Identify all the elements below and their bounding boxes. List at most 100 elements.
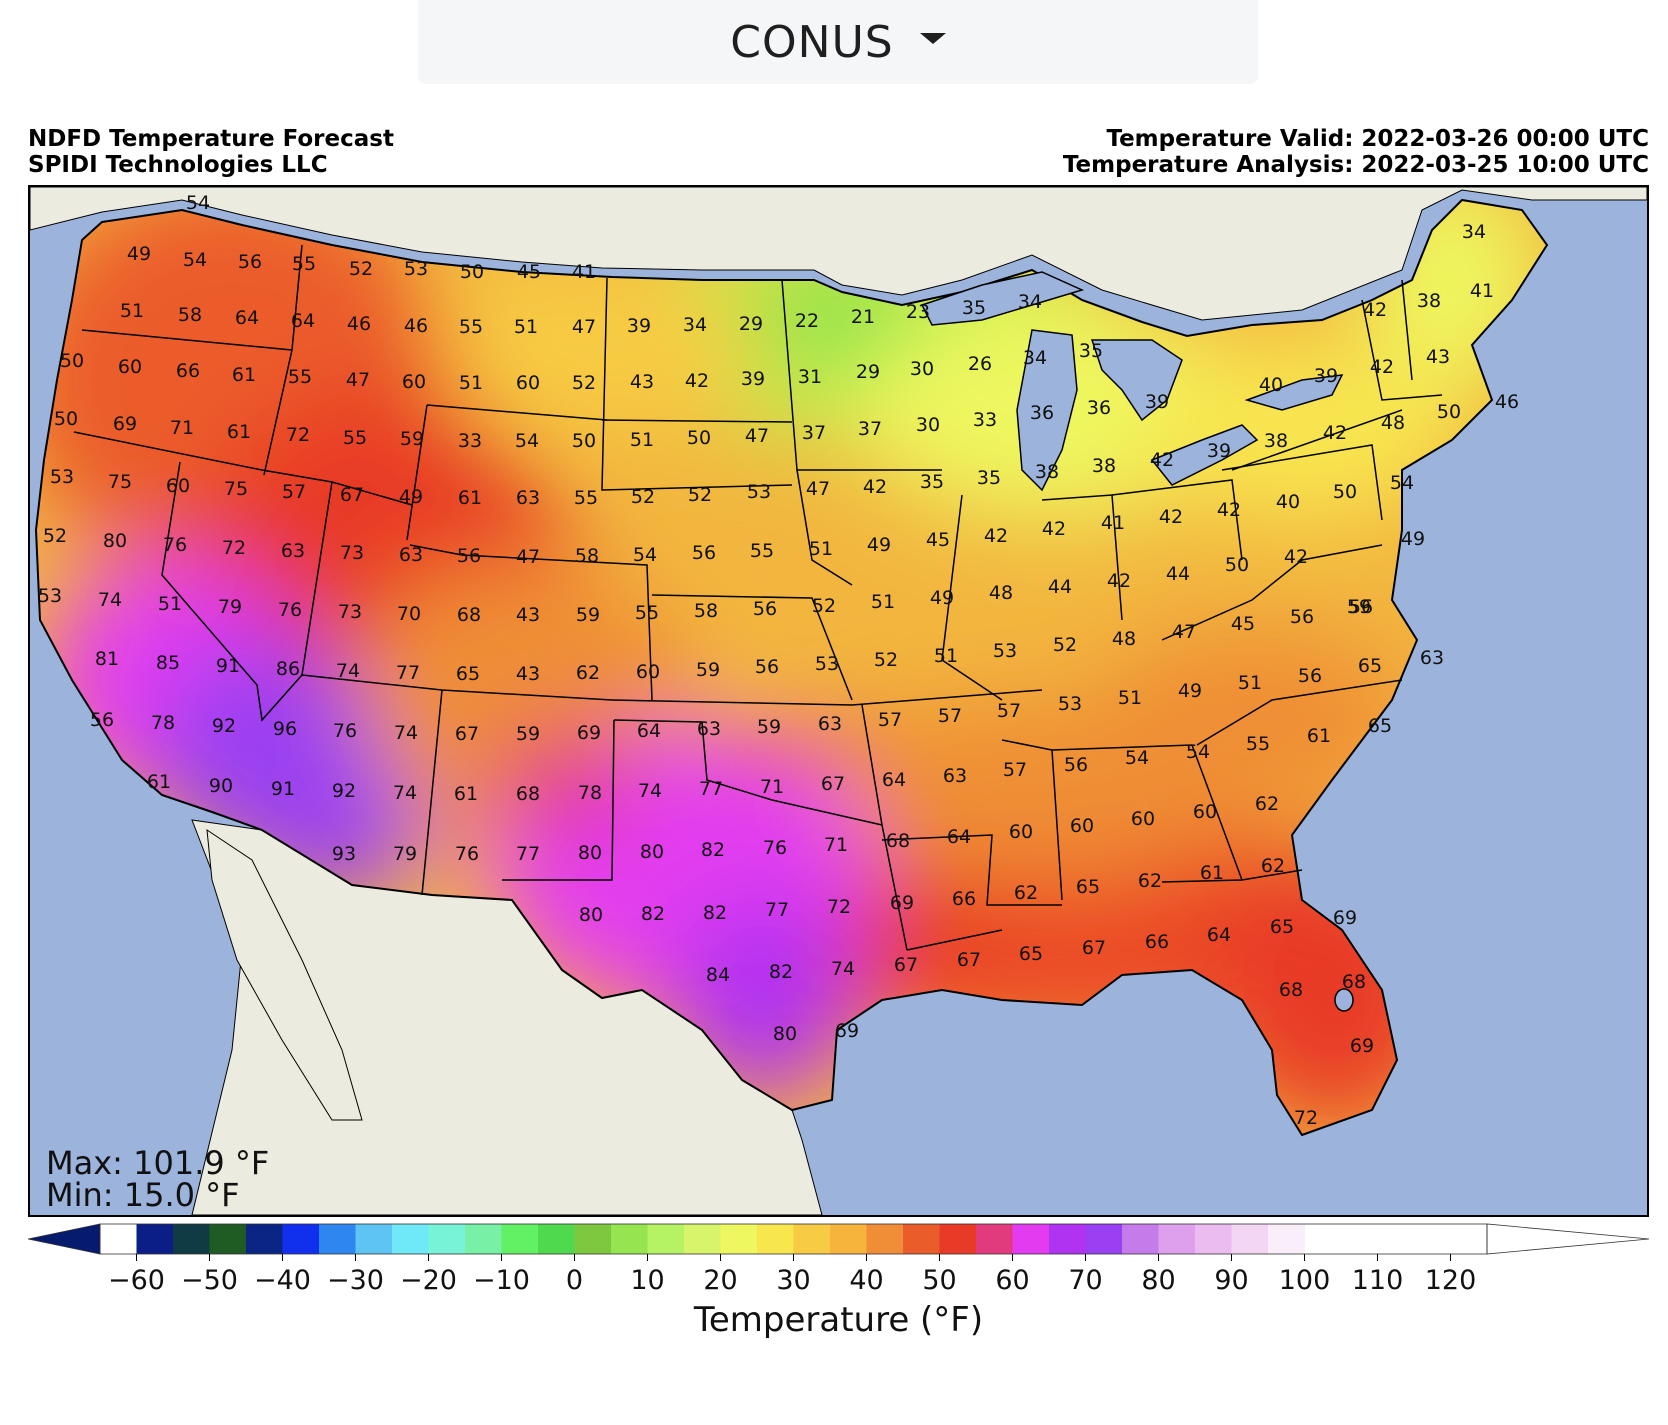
- station-temp-label: 67: [455, 723, 479, 745]
- station-temp-label: 64: [882, 769, 906, 791]
- analysis-time: Temperature Analysis: 2022-03-25 10:00 U…: [1062, 152, 1649, 178]
- station-temp-label: 77: [699, 778, 723, 800]
- station-temp-label: 54: [1186, 741, 1210, 763]
- region-dropdown[interactable]: CONUS: [418, 0, 1258, 84]
- station-temp-label: 40: [1276, 491, 1300, 513]
- station-temp-label: 52: [1053, 634, 1077, 656]
- station-temp-label: 55: [750, 540, 774, 562]
- station-temp-label: 43: [516, 604, 540, 626]
- station-temp-label: 57: [938, 705, 962, 727]
- station-temp-label: 67: [821, 773, 845, 795]
- station-temp-label: 49: [399, 486, 423, 508]
- colorbar-swatch: [1122, 1224, 1159, 1254]
- station-temp-label: 46: [347, 313, 371, 335]
- station-temp-label: 67: [340, 484, 364, 506]
- station-temp-label: 54: [1125, 747, 1149, 769]
- temperature-map[interactable]: 54 49 54 56 55 52 53 50 45 41 51 58 64 64 46 46 55 51 47 39…: [28, 185, 1649, 1217]
- colorbar-tick-label: 50: [922, 1265, 956, 1296]
- map-canvas: 54 49 54 56 55 52 53 50 45 41 51 58 64 64 46 46 55 51 47 39…: [30, 187, 1647, 1215]
- station-temp-label: 49: [1401, 528, 1425, 550]
- station-temp-label: 67: [894, 954, 918, 976]
- station-temp-label: 52: [349, 258, 373, 280]
- station-temp-label: 80: [579, 904, 603, 926]
- station-temp-label: 41: [572, 261, 596, 283]
- station-temp-label: 56: [1290, 606, 1314, 628]
- station-temp-label: 73: [340, 542, 364, 564]
- header-left: NDFD Temperature Forecast SPIDI Technolo…: [28, 126, 394, 178]
- colorbar-swatch: [465, 1224, 502, 1254]
- colorbar-swatch: [1158, 1224, 1196, 1254]
- station-temp-label: 49: [1178, 680, 1202, 702]
- station-temp-label: 63: [818, 713, 842, 735]
- station-temp-label: 38: [1264, 430, 1288, 452]
- station-temp-label: 42: [1042, 518, 1066, 540]
- station-labels: 54 49 54 56 55 52 53 50 45 41 51 58 64 64 46 46 55 51 47 39…: [38, 192, 1519, 1129]
- station-temp-label: 41: [1470, 280, 1494, 302]
- station-temp-label: 64: [637, 720, 661, 742]
- station-temp-label: 75: [224, 478, 248, 500]
- canada-land: [30, 187, 1647, 321]
- baja-peninsula: [206, 828, 363, 1121]
- station-temp-label: 31: [798, 366, 822, 388]
- station-temp-label: 93: [332, 843, 356, 865]
- station-temp-label: 96: [273, 718, 297, 740]
- station-temp-label: 51: [120, 300, 144, 322]
- colorbar-tick-label: −40: [254, 1265, 311, 1296]
- colorbar-swatch: [684, 1224, 721, 1254]
- station-temp-label: 42: [1323, 422, 1347, 444]
- station-temp-label: 74: [394, 722, 418, 744]
- station-temp-label: 72: [1294, 1107, 1318, 1129]
- station-temp-label: 34: [1023, 347, 1047, 369]
- station-temp-label: 39: [1314, 365, 1338, 387]
- station-temp-label: 46: [1495, 391, 1519, 413]
- station-temp-label: 45: [517, 261, 541, 283]
- station-temp-label: 44: [1048, 576, 1072, 598]
- station-temp-label: 53: [50, 466, 74, 488]
- station-temp-label: 53: [404, 258, 428, 280]
- station-temp-label: 71: [760, 776, 784, 798]
- station-temp-label: 42: [1217, 499, 1241, 521]
- station-temp-label: 42: [1363, 299, 1387, 321]
- region-dropdown-label: CONUS: [730, 16, 894, 68]
- station-temp-label: 55: [459, 316, 483, 338]
- station-temp-label: 65: [1368, 715, 1392, 737]
- station-temp-label: 61: [147, 771, 171, 793]
- station-temp-label: 57: [997, 700, 1021, 722]
- station-temp-label: 45: [1231, 613, 1255, 635]
- station-temp-label: 34: [683, 314, 707, 336]
- station-temp-label: 41: [1101, 512, 1125, 534]
- station-temp-label: 50: [1333, 481, 1357, 503]
- station-temp-label: 29: [856, 361, 880, 383]
- colorbar-tick-label: 60: [995, 1265, 1029, 1296]
- colorbar-swatch: [246, 1224, 283, 1254]
- station-temp-label: 50: [687, 427, 711, 449]
- station-temp-label: 82: [641, 903, 665, 925]
- station-temp-label: 71: [824, 834, 848, 856]
- station-temp-label: 58: [178, 304, 202, 326]
- station-temp-label: 71: [170, 417, 194, 439]
- caret-down-icon: [919, 32, 946, 44]
- station-temp-label: 51: [630, 429, 654, 451]
- station-temp-label: 82: [701, 839, 725, 861]
- colorbar-swatch: [1268, 1224, 1305, 1254]
- station-temp-label: 43: [630, 371, 654, 393]
- station-temp-label: 76: [163, 534, 187, 556]
- station-temp-label: 56: [457, 545, 481, 567]
- colorbar-swatch: [1012, 1224, 1050, 1254]
- station-temp-label: 49: [867, 534, 891, 556]
- colorbar-tick-label: 110: [1352, 1265, 1404, 1296]
- valid-time: Temperature Valid: 2022-03-26 00:00 UTC: [1106, 126, 1649, 152]
- station-temp-label: 21: [851, 306, 875, 328]
- station-temp-label: 60: [1070, 815, 1094, 837]
- station-temp-label: 46: [404, 315, 428, 337]
- colorbar-swatch: [976, 1224, 1013, 1254]
- station-temp-label: 51: [514, 316, 538, 338]
- great-lakes: [920, 271, 1354, 1012]
- station-temp-label: 48: [1112, 628, 1136, 650]
- station-temp-label: 51: [158, 593, 182, 615]
- station-temp-label: 50: [1437, 401, 1461, 423]
- station-temp-label: 60: [1009, 821, 1033, 843]
- station-temp-label: 66: [1145, 931, 1169, 953]
- station-temp-label: 80: [103, 530, 127, 552]
- station-temp-label: 51: [1238, 672, 1262, 694]
